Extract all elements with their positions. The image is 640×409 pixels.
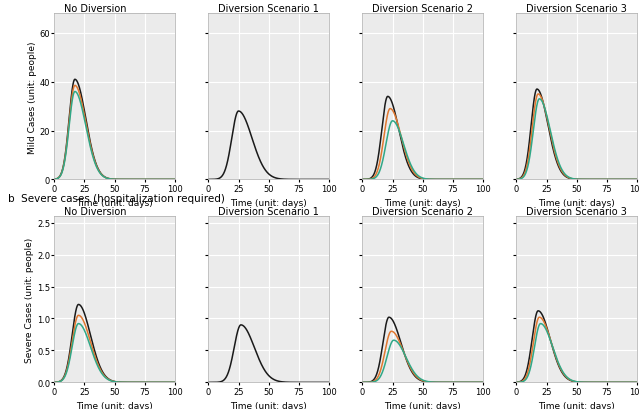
X-axis label: Time (unit: days): Time (unit: days) [230,199,307,208]
X-axis label: Time (unit: days): Time (unit: days) [76,401,153,409]
Text: Diversion Scenario 2: Diversion Scenario 2 [372,206,473,216]
X-axis label: Time (unit: days): Time (unit: days) [538,199,615,208]
X-axis label: Time (unit: days): Time (unit: days) [384,401,461,409]
Text: Diversion Scenario 3: Diversion Scenario 3 [526,206,627,216]
X-axis label: Time (unit: days): Time (unit: days) [384,199,461,208]
Text: No Diversion: No Diversion [64,206,127,216]
Text: Diversion Scenario 1: Diversion Scenario 1 [218,4,319,13]
Text: Diversion Scenario 2: Diversion Scenario 2 [372,4,473,13]
Y-axis label: Mild Cases (unit: people): Mild Cases (unit: people) [28,41,37,153]
X-axis label: Time (unit: days): Time (unit: days) [230,401,307,409]
X-axis label: Time (unit: days): Time (unit: days) [538,401,615,409]
Y-axis label: Severe Cases (unit: people): Severe Cases (unit: people) [26,237,35,362]
Text: b  Severe cases (hospitalization required): b Severe cases (hospitalization required… [8,193,225,203]
X-axis label: Time (unit: days): Time (unit: days) [76,199,153,208]
Text: Diversion Scenario 1: Diversion Scenario 1 [218,206,319,216]
Text: No Diversion: No Diversion [64,4,127,13]
Text: Diversion Scenario 3: Diversion Scenario 3 [526,4,627,13]
